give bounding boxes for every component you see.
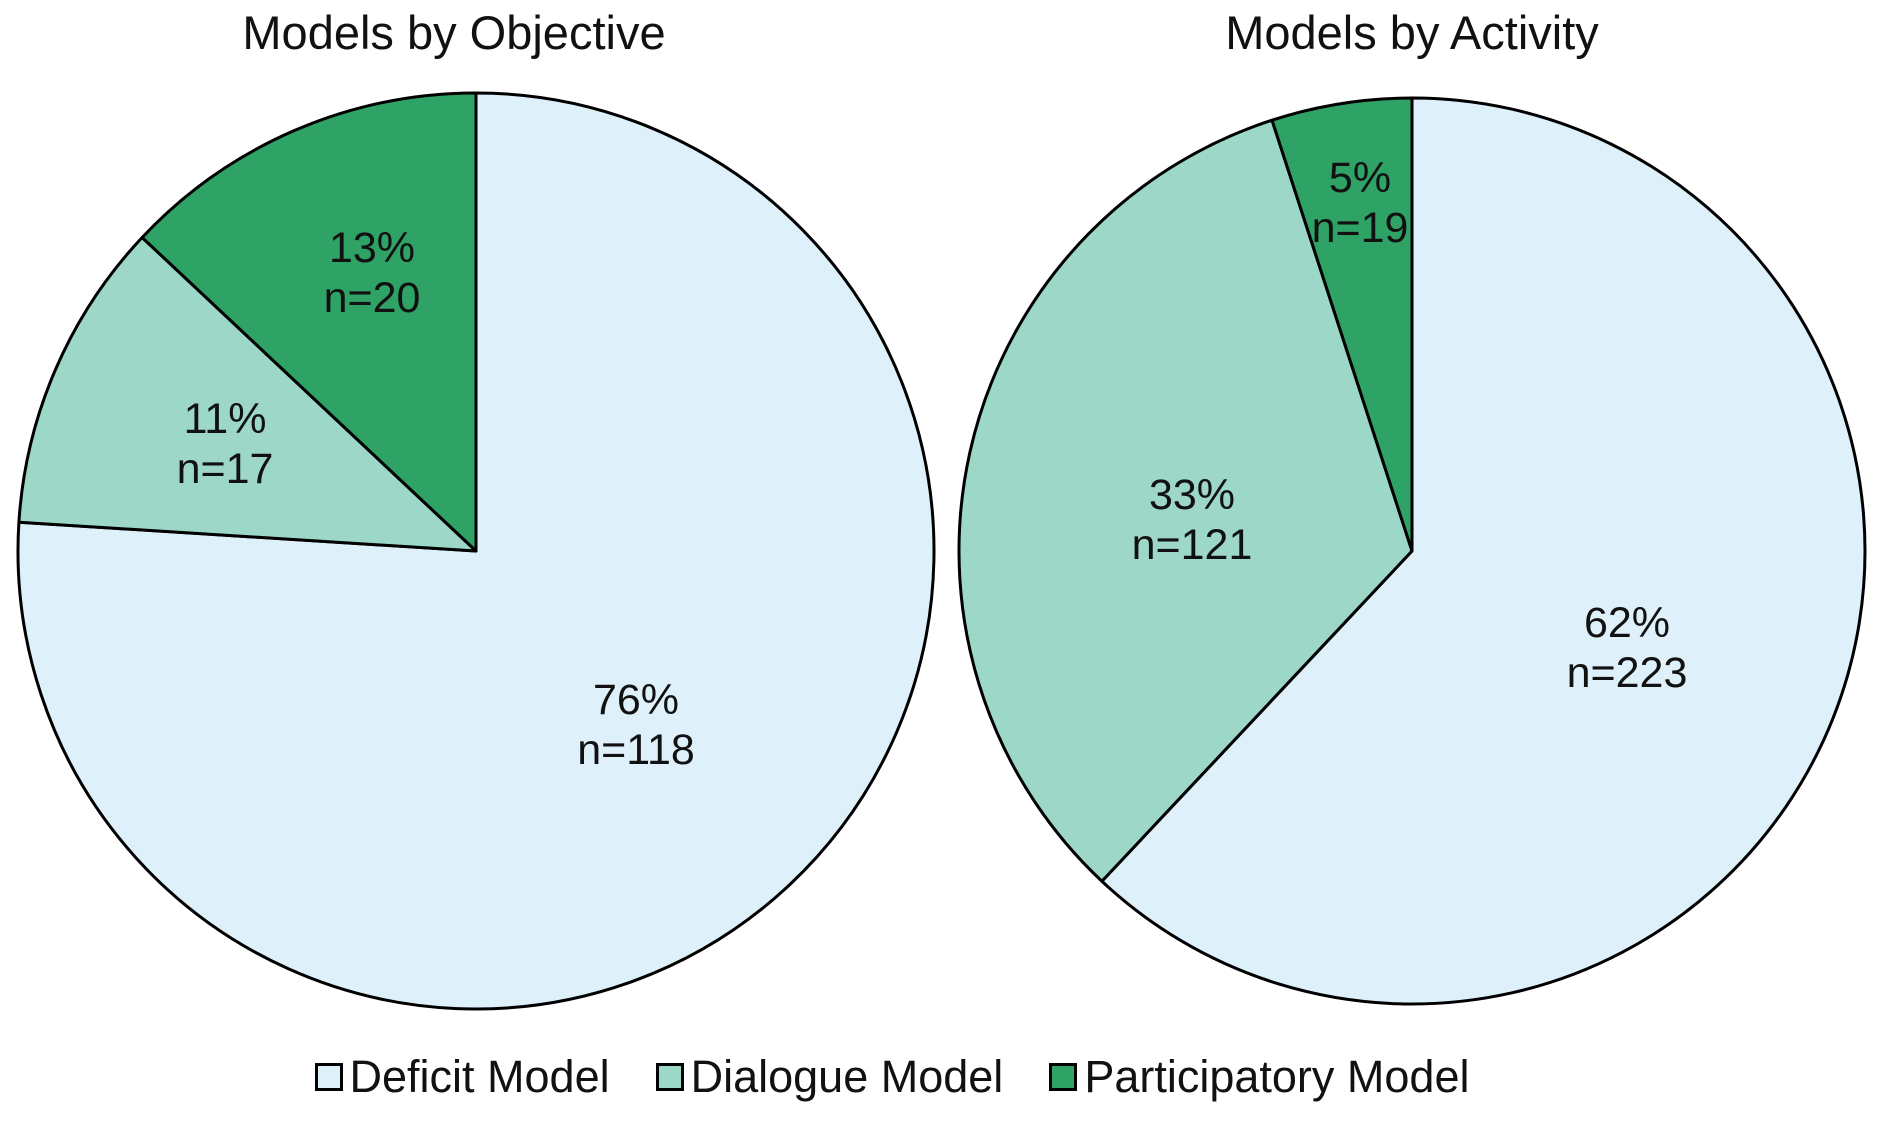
chart-title-objective: Models by Objective — [242, 6, 666, 59]
pie1-participatory-model-percent-label: 13% — [329, 224, 415, 272]
pie1-slice-dialogue-model — [17, 235, 478, 553]
pie1-slice-participatory-model — [140, 91, 478, 553]
pie1-deficit-model-n-label: n=118 — [577, 726, 695, 774]
pie1-participatory-model-n-label: n=20 — [324, 274, 421, 322]
pie2-slice-dialogue-model — [957, 118, 1414, 883]
pie2-dialogue-model-n-label: n=121 — [1132, 521, 1253, 569]
pie2-slice-deficit-model — [1100, 96, 1867, 1006]
pie2-dialogue-model-percent-label: 33% — [1149, 471, 1235, 519]
pie2-slice-participatory-model — [1270, 96, 1414, 553]
pie2-deficit-model-n-label: n=223 — [1567, 649, 1688, 697]
pie1-dialogue-model-n-label: n=17 — [177, 445, 274, 493]
pie1-dialogue-model-percent-label: 11% — [184, 395, 267, 443]
chart-title-activity: Models by Activity — [1225, 6, 1599, 59]
pie1-deficit-model-percent-label: 76% — [593, 676, 679, 724]
legend-label-participatory-model: Participatory Model — [1084, 1051, 1470, 1102]
legend-label-deficit-model: Deficit Model — [349, 1051, 610, 1102]
legend-item-participatory-model: Participatory Model — [1049, 1051, 1469, 1103]
legend-swatch-dialogue-model — [655, 1063, 684, 1091]
pie2-participatory-model-n-label: n=19 — [1312, 204, 1409, 252]
legend-item-deficit-model: Deficit Model — [314, 1051, 610, 1103]
pie2-deficit-model-percent-label: 62% — [1584, 599, 1670, 647]
legend-item-dialogue-model: Dialogue Model — [655, 1051, 1004, 1103]
legend-swatch-deficit-model — [314, 1063, 343, 1091]
legend-label-dialogue-model: Dialogue Model — [690, 1051, 1004, 1102]
pie2-participatory-model-percent-label: 5% — [1329, 154, 1391, 202]
chart-legend: Deficit Model Dialogue Model Participato… — [0, 1048, 1892, 1106]
pie1-slice-deficit-model — [16, 91, 936, 1011]
legend-swatch-participatory-model — [1049, 1063, 1078, 1091]
